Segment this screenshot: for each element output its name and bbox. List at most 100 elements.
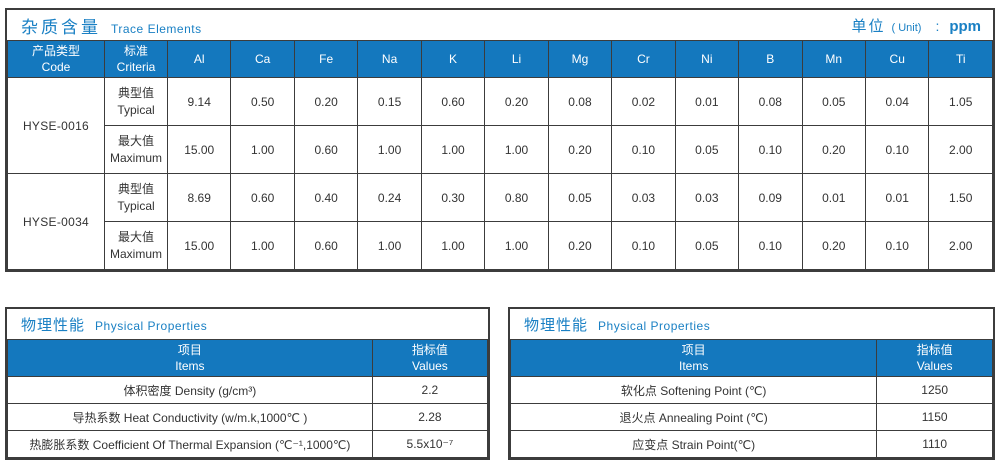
col-header-code-zh: 产品类型	[31, 44, 80, 58]
physical-properties-panel-left: 物理性能 Physical Properties 项目 Items 指标值 Va…	[5, 307, 490, 461]
col-header-code: 产品类型 Code	[7, 39, 105, 79]
element-value-cell: 0.20	[801, 125, 866, 175]
element-value-cell: 0.05	[801, 77, 866, 127]
element-value-cell: 0.40	[293, 173, 359, 223]
col-header-values: 指标值 Values	[876, 338, 993, 378]
trace-row: 最大值 Maximum 15.00 1.00 0.60 1.00 1.00 1.00 0.20…	[8, 125, 993, 175]
element-value-cell: 0.10	[738, 221, 803, 271]
physical-right-table: 项目 Items 指标值 Values 软化点 Softening Point …	[509, 338, 993, 459]
property-row: 应变点 Strain Point(℃) 1110	[509, 430, 993, 459]
physical-right-title: 物理性能 Physical Properties	[524, 314, 710, 335]
element-value-cell: 0.20	[547, 221, 613, 271]
col-header-values-en: Values	[411, 359, 448, 374]
trace-title: 杂质含量 Trace Elements	[21, 13, 202, 38]
element-value-cell: 1.05	[928, 77, 993, 127]
property-value-cell: 2.2	[371, 376, 489, 405]
element-value-cell: 1.00	[230, 221, 295, 271]
element-value-cell: 0.10	[738, 125, 803, 175]
element-value-cell: 2.00	[928, 125, 993, 175]
property-row: 热膨胀系数 Coefficient Of Thermal Expansion (…	[7, 430, 489, 459]
physical-right-title-en: Physical Properties	[598, 318, 711, 333]
trace-title-zh: 杂质含量	[21, 17, 101, 37]
property-item-cell: 导热系数 Heat Conductivity (w/m.k,1000℃ )	[7, 403, 373, 432]
criteria-cell: 最大值 Maximum	[104, 125, 168, 175]
property-item-cell: 应变点 Strain Point(℃)	[509, 430, 878, 459]
element-value-cell: 0.05	[547, 173, 613, 223]
element-value-cell: 1.00	[420, 125, 486, 175]
element-value-cell: 0.05	[674, 125, 740, 175]
element-col-header-b: B	[738, 39, 803, 79]
physical-left-title: 物理性能 Physical Properties	[21, 314, 207, 335]
property-row: 体积密度 Density (g/cm³) 2.2	[7, 376, 489, 405]
element-value-cell: 0.50	[230, 77, 295, 127]
col-header-items: 项目 Items	[7, 338, 373, 378]
element-col-header-ca: Ca	[230, 39, 295, 79]
property-value-cell: 5.5x10⁻⁷	[371, 430, 489, 459]
element-col-header-mn: Mn	[801, 39, 866, 79]
property-value-cell: 1250	[876, 376, 993, 405]
property-row: 软化点 Softening Point (℃) 1250	[509, 376, 993, 405]
trace-title-en: Trace Elements	[111, 21, 202, 36]
element-value-cell: 15.00	[166, 221, 232, 271]
element-value-cell: 0.02	[611, 77, 676, 127]
property-value-cell: 2.28	[371, 403, 489, 432]
element-value-cell: 1.00	[357, 125, 422, 175]
unit-label: 单位 ( Unit) : ppm	[851, 15, 981, 36]
element-value-cell: 0.20	[801, 221, 866, 271]
col-header-items-zh: 项目	[177, 343, 202, 357]
criteria-cell: 最大值 Maximum	[104, 221, 168, 271]
physical-right-header-row: 项目 Items 指标值 Values	[509, 338, 993, 378]
element-value-cell: 0.01	[674, 77, 740, 127]
element-value-cell: 1.00	[484, 125, 549, 175]
col-header-items-en: Items	[678, 359, 709, 374]
element-value-cell: 0.20	[484, 77, 549, 127]
element-value-cell: 15.00	[166, 125, 232, 175]
element-value-cell: 1.50	[928, 173, 993, 223]
physical-left-title-row: 物理性能 Physical Properties	[7, 309, 488, 339]
element-value-cell: 0.10	[864, 125, 930, 175]
element-value-cell: 0.05	[674, 221, 740, 271]
element-value-cell: 0.10	[864, 221, 930, 271]
element-value-cell: 1.00	[484, 221, 549, 271]
element-value-cell: 0.03	[674, 173, 740, 223]
element-value-cell: 1.00	[230, 125, 295, 175]
element-value-cell: 0.80	[484, 173, 549, 223]
element-value-cell: 8.69	[166, 173, 232, 223]
element-col-header-al: Al	[166, 39, 232, 79]
trace-elements-panel: 杂质含量 Trace Elements 单位 ( Unit) : ppm 产品类…	[5, 8, 995, 273]
element-col-header-fe: Fe	[293, 39, 359, 79]
element-value-cell: 0.24	[357, 173, 422, 223]
property-value-cell: 1110	[876, 430, 993, 459]
element-value-cell: 0.60	[293, 221, 359, 271]
property-row: 退火点 Annealing Point (℃) 1150	[509, 403, 993, 432]
product-code-cell: HYSE-0016	[7, 77, 105, 175]
trace-title-row: 杂质含量 Trace Elements 单位 ( Unit) : ppm	[7, 10, 993, 40]
element-col-header-ti: Ti	[928, 39, 993, 79]
col-header-items-zh: 项目	[681, 343, 706, 357]
col-header-values-zh: 指标值	[411, 343, 448, 357]
element-value-cell: 0.01	[801, 173, 866, 223]
product-code-cell: HYSE-0034	[7, 173, 105, 271]
criteria-cell: 典型值 Typical	[104, 173, 168, 223]
element-value-cell: 0.10	[611, 125, 676, 175]
col-header-items-en: Items	[175, 359, 205, 374]
property-item-cell: 体积密度 Density (g/cm³)	[7, 376, 373, 405]
element-value-cell: 0.60	[230, 173, 295, 223]
trace-header-row: 产品类型 Code 标准 Criteria Al Ca Fe Na K Li Mg Cr Ni B…	[7, 39, 993, 79]
physical-left-title-en: Physical Properties	[95, 318, 208, 333]
property-item-cell: 软化点 Softening Point (℃)	[509, 376, 878, 405]
unit-value: ppm	[949, 17, 981, 35]
element-value-cell: 0.20	[547, 125, 613, 175]
element-value-cell: 0.15	[357, 77, 422, 127]
col-header-criteria-zh: 标准	[123, 44, 148, 58]
element-value-cell: 0.20	[293, 77, 359, 127]
physical-left-header-row: 项目 Items 指标值 Values	[7, 338, 489, 378]
col-header-values-en: Values	[916, 359, 953, 374]
col-header-values: 指标值 Values	[371, 338, 489, 378]
unit-colon: :	[935, 17, 940, 34]
element-col-header-k: K	[420, 39, 486, 79]
trace-row: HYSE-0016 典型值 Typical 9.14 0.50 0.20 0.15 0.60…	[7, 77, 993, 175]
element-col-header-na: Na	[357, 39, 422, 79]
property-item-cell: 热膨胀系数 Coefficient Of Thermal Expansion (…	[7, 430, 373, 459]
element-value-cell: 0.60	[293, 125, 359, 175]
